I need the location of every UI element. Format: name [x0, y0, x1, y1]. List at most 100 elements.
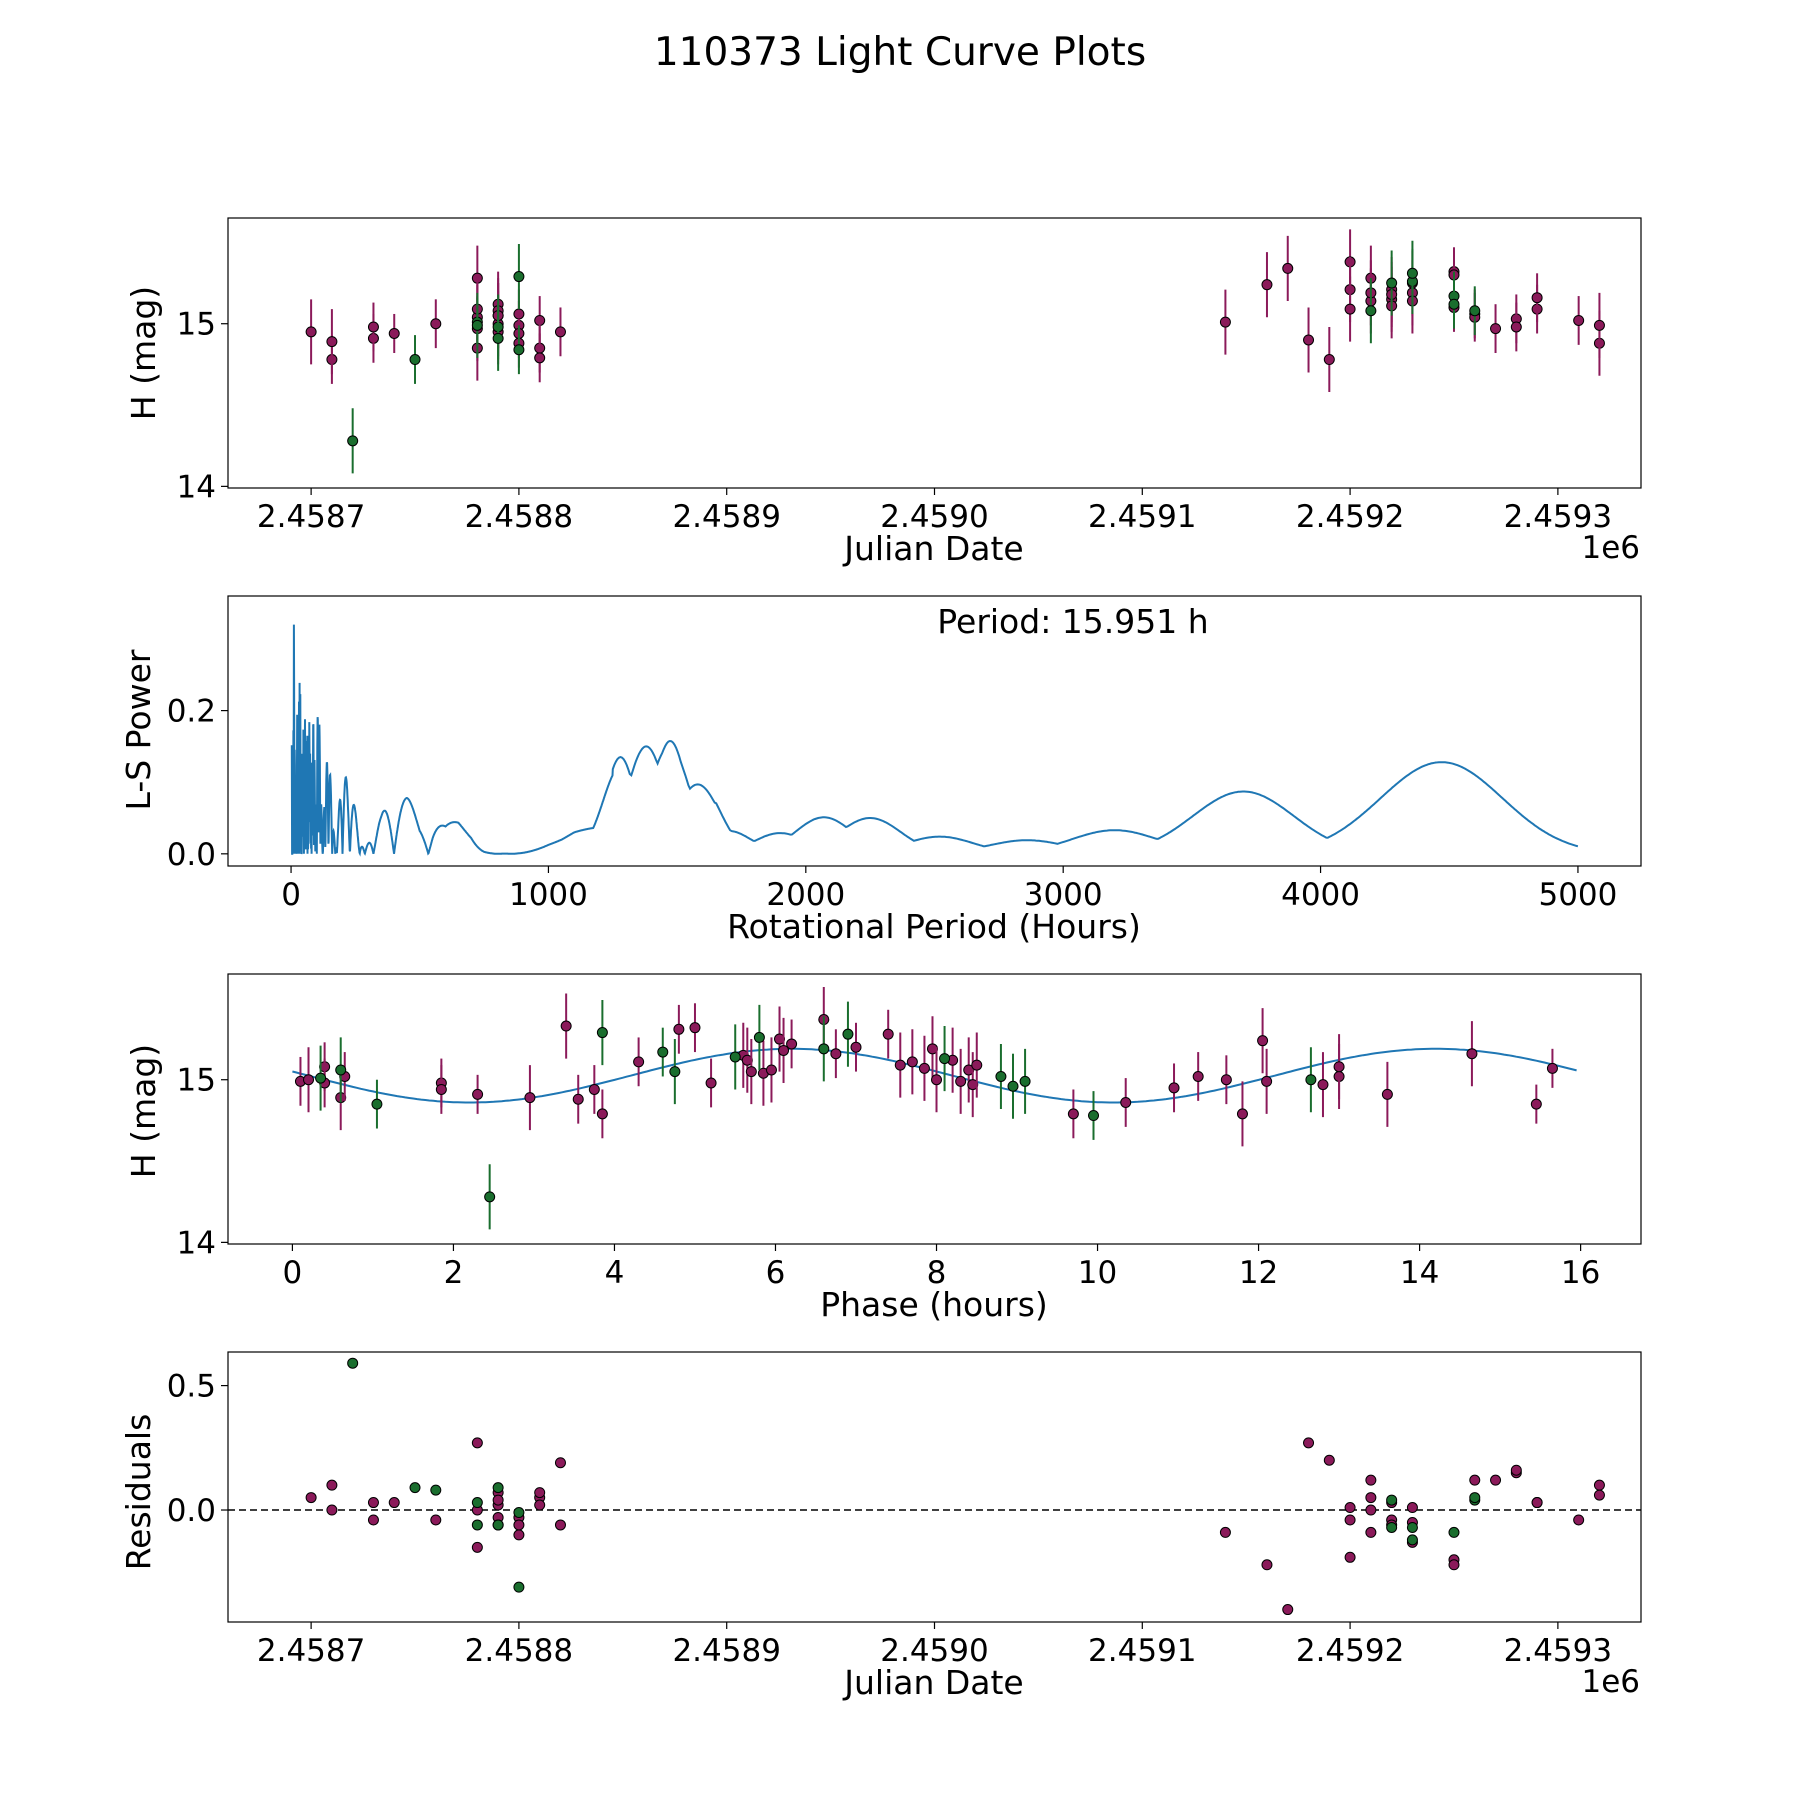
- lightcurve-xtick-label: 2.4589: [672, 499, 780, 535]
- residuals-point-green: [347, 1357, 359, 1369]
- phase-point-red: [1317, 1079, 1329, 1091]
- phase-point-red: [1466, 1048, 1478, 1060]
- residuals-point-green: [430, 1484, 442, 1496]
- lightcurve-point-red: [534, 352, 546, 364]
- residuals-point-red: [1282, 1604, 1294, 1616]
- period-annotation: Period: 15.951 h: [937, 602, 1208, 641]
- residuals-point-red: [1573, 1514, 1585, 1526]
- lightcurve-xtick-label: 2.4593: [1504, 499, 1612, 535]
- phase-xlabel: Phase (hours): [820, 1285, 1048, 1324]
- residuals-point-red: [1510, 1464, 1522, 1476]
- periodogram-xtick-label: 5000: [1538, 877, 1617, 913]
- periodogram-xtick-label: 3000: [1024, 877, 1103, 913]
- residuals-point-red: [1219, 1526, 1231, 1538]
- lightcurve-point-red: [1323, 354, 1335, 366]
- phase-point-red: [435, 1083, 447, 1095]
- phase-point-red: [1546, 1062, 1558, 1074]
- phase-point-red: [524, 1092, 536, 1104]
- residuals-point-green: [1386, 1521, 1398, 1533]
- residuals-xtick-label: 2.4590: [880, 1633, 988, 1669]
- lightcurve-point-red: [1303, 334, 1315, 346]
- lightcurve-xlabel: Julian Date: [842, 529, 1024, 568]
- lightcurve-point-red: [1573, 314, 1585, 326]
- lightcurve-point-red: [1531, 292, 1543, 304]
- lightcurve-point-red: [554, 326, 566, 338]
- phase-point-red: [560, 1020, 572, 1032]
- lightcurve-point-green: [409, 354, 421, 366]
- phase-xtick-label: 10: [1078, 1255, 1117, 1291]
- phase-point-red: [596, 1108, 608, 1120]
- phase-xtick-label: 16: [1561, 1255, 1600, 1291]
- lightcurve-point-red: [326, 336, 338, 348]
- phase-point-red: [1120, 1096, 1132, 1108]
- residuals-xlabel: Julian Date: [842, 1663, 1024, 1702]
- phase-point-red: [705, 1077, 717, 1089]
- lightcurve-point-red: [1490, 323, 1502, 335]
- phase-point-red: [1220, 1074, 1232, 1086]
- phase-point-red: [1192, 1070, 1204, 1082]
- periodogram-ytick-label: 0.0: [167, 837, 216, 873]
- periodogram-xtick-label: 1000: [509, 877, 588, 913]
- residuals-point-red: [513, 1519, 525, 1531]
- residuals-point-red: [1344, 1502, 1356, 1514]
- lightcurve-xtick-label: 2.4588: [465, 499, 573, 535]
- residuals-offset-label: 1e6: [1581, 1664, 1640, 1700]
- figure-title: 110373 Light Curve Plots: [654, 30, 1146, 75]
- phase-point-red: [850, 1041, 862, 1053]
- phase-point-red: [918, 1062, 930, 1074]
- phase-point-green: [315, 1072, 327, 1084]
- lightcurve-point-red: [1261, 279, 1273, 291]
- phase-point-green: [842, 1028, 854, 1040]
- residuals-point-red: [471, 1541, 483, 1553]
- phase-point-red: [1261, 1075, 1273, 1087]
- residuals-point-green: [1406, 1521, 1418, 1533]
- lightcurve-ytick-label: 15: [177, 307, 216, 343]
- phase-point-red: [689, 1022, 701, 1034]
- phase-point-green: [371, 1098, 383, 1110]
- lightcurve-point-red: [1344, 303, 1356, 315]
- phase-point-red: [588, 1083, 600, 1095]
- residuals-xtick-label: 2.4588: [465, 1633, 573, 1669]
- lightcurve-point-green: [513, 344, 525, 356]
- lightcurve-point-red: [1219, 316, 1231, 328]
- phase-point-red: [765, 1064, 777, 1076]
- residuals-point-green: [1469, 1492, 1481, 1504]
- residuals-point-red: [367, 1514, 379, 1526]
- phase-point-green: [1007, 1080, 1019, 1092]
- residuals-point-red: [1365, 1526, 1377, 1538]
- lightcurve-point-red: [1593, 319, 1605, 331]
- phase-point-green: [335, 1064, 347, 1076]
- periodogram-panel: Period: 15.951 h Rotational Period (Hour…: [119, 595, 1642, 946]
- lightcurve-point-green: [513, 271, 525, 283]
- phase-point-red: [1530, 1098, 1542, 1110]
- phase-point-red: [778, 1044, 790, 1056]
- phase-ytick-label: 14: [177, 1225, 216, 1261]
- residuals-point-green: [492, 1482, 504, 1494]
- periodogram-frame: [227, 595, 1642, 867]
- phase-point-red: [786, 1038, 798, 1050]
- phase-point-red: [572, 1093, 584, 1105]
- lightcurve-point-green: [347, 435, 359, 447]
- residuals-point-green: [513, 1507, 525, 1519]
- residuals-point-red: [326, 1479, 338, 1491]
- residuals-point-red: [1593, 1489, 1605, 1501]
- residuals-point-green: [471, 1519, 483, 1531]
- residuals-point-red: [1323, 1454, 1335, 1466]
- phase-point-green: [657, 1046, 669, 1058]
- residuals-point-red: [1448, 1559, 1460, 1571]
- phase-xtick-label: 14: [1400, 1255, 1439, 1291]
- phase-point-red: [931, 1074, 943, 1086]
- lightcurve-xtick-label: 2.4590: [880, 499, 988, 535]
- lightcurve-point-green: [1469, 305, 1481, 317]
- residuals-point-red: [1344, 1514, 1356, 1526]
- lightcurve-point-green: [1386, 277, 1398, 289]
- phase-point-red: [1236, 1108, 1248, 1120]
- periodogram-xtick-label: 2000: [766, 877, 845, 913]
- phase-point-green: [939, 1053, 951, 1065]
- phase-point-red: [1333, 1061, 1345, 1073]
- phase-frame: [227, 973, 1642, 1245]
- lightcurve-offset-label: 1e6: [1581, 530, 1640, 566]
- residuals-point-red: [1344, 1551, 1356, 1563]
- lightcurve-point-green: [471, 319, 483, 331]
